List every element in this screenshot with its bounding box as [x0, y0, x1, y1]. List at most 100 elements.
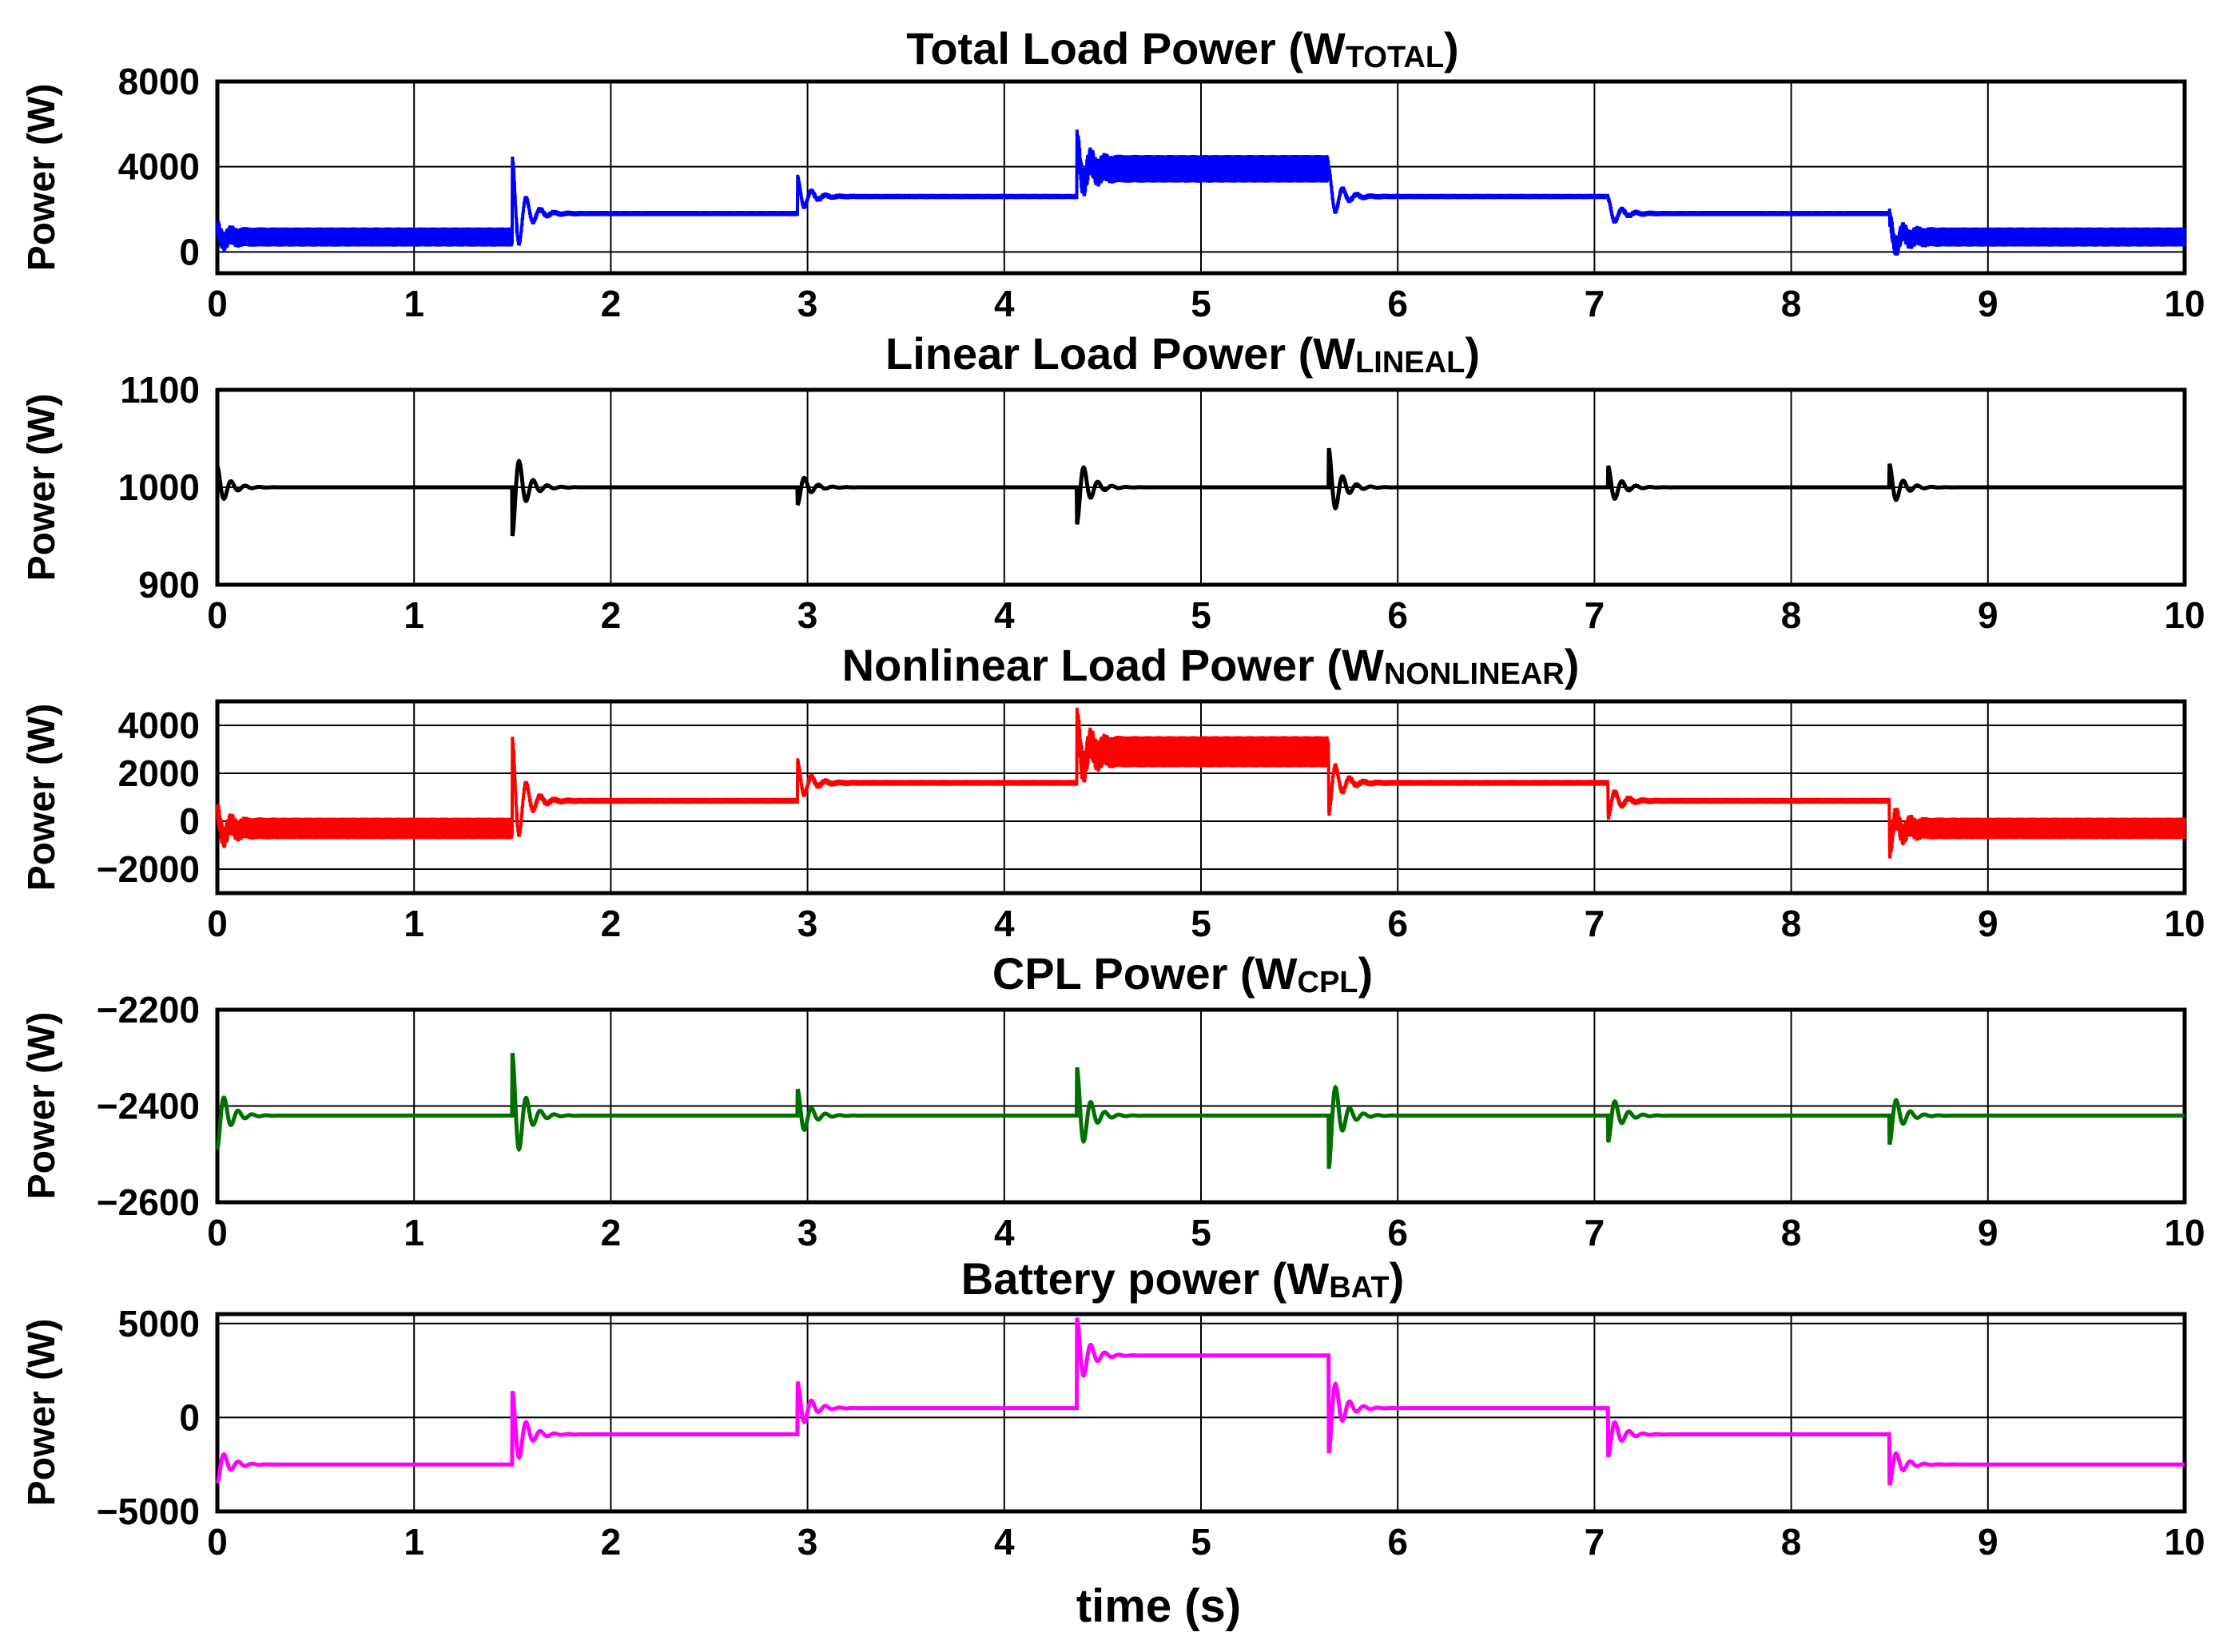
x-tick-label: 2	[601, 283, 622, 324]
x-tick-label: 6	[1387, 594, 1408, 636]
x-tick-label: 5	[1191, 903, 1211, 944]
x-tick-label: 6	[1387, 903, 1408, 944]
x-tick-label: 0	[207, 903, 228, 944]
y-tick-label: 900	[138, 564, 200, 606]
panel-total: 0 4000 8000 0 1 2 3 4 5 6 7 8 9 10 Total Load Power …	[21, 23, 2205, 324]
x-tick-label: 3	[797, 1212, 818, 1253]
y-tick-label: 0	[179, 1396, 200, 1438]
x-tick-label: 0	[207, 1521, 228, 1563]
x-tick-label: 1	[404, 283, 424, 324]
x-tick-label: 4	[994, 1212, 1015, 1253]
x-tick-labels: 0 1 2 3 4 5 6 7 8 9 10	[207, 903, 2205, 944]
y-tick-labels: 900 1000 1100	[118, 369, 200, 606]
x-tick-label: 4	[994, 1521, 1015, 1563]
x-tick-label: 9	[1978, 1212, 1998, 1253]
x-tick-label: 8	[1781, 594, 1802, 636]
x-tick-label: 4	[994, 903, 1015, 944]
x-tick-label: 3	[797, 283, 818, 324]
panel-linear: 900 1000 1100 0 1 2 3 4 5 6 7 8 9 10 Linear Load Pow…	[21, 328, 2205, 636]
x-tick-label: 9	[1978, 903, 1998, 944]
y-axis-label: Power (W)	[21, 84, 63, 272]
y-tick-label: −2600	[97, 1181, 200, 1223]
x-tick-label: 7	[1585, 1212, 1605, 1253]
y-tick-label: 4000	[118, 705, 200, 746]
grid	[217, 1010, 2185, 1202]
x-axis-label: time (s)	[1076, 1580, 1241, 1632]
x-tick-label: 10	[2164, 903, 2205, 944]
x-tick-label: 10	[2164, 1212, 2205, 1253]
panel-title: Linear Load Power (WLINEAL)	[885, 328, 1480, 379]
x-tick-label: 5	[1191, 1521, 1211, 1563]
y-tick-label: −2400	[97, 1086, 200, 1127]
panel-title: Battery power (WBAT)	[961, 1253, 1404, 1305]
x-tick-label: 6	[1387, 283, 1408, 324]
x-tick-labels: 0 1 2 3 4 5 6 7 8 9 10	[207, 283, 2205, 324]
x-tick-label: 10	[2164, 283, 2205, 324]
grid	[217, 701, 2185, 893]
x-tick-label: 2	[601, 1521, 622, 1563]
x-tick-label: 4	[994, 594, 1015, 636]
y-tick-label: 2000	[118, 753, 200, 794]
y-tick-label: 5000	[118, 1303, 200, 1344]
x-tick-label: 9	[1978, 283, 1998, 324]
x-tick-label: 8	[1781, 903, 1802, 944]
series-battery-power	[215, 1317, 2185, 1486]
y-tick-labels: −2600 −2400 −2200	[97, 989, 200, 1223]
y-tick-label: −2200	[97, 989, 200, 1031]
x-tick-label: 10	[2164, 1521, 2205, 1563]
y-axis-label: Power (W)	[21, 704, 63, 892]
x-tick-label: 1	[404, 903, 424, 944]
y-tick-labels: 0 4000 8000	[118, 61, 200, 272]
x-tick-labels: 0 1 2 3 4 5 6 7 8 9 10	[207, 1212, 2205, 1253]
x-tick-label: 3	[797, 1521, 818, 1563]
x-tick-label: 6	[1387, 1212, 1408, 1253]
x-tick-label: 6	[1387, 1521, 1408, 1563]
grid	[217, 81, 2185, 273]
x-tick-label: 1	[404, 1521, 424, 1563]
x-tick-label: 1	[404, 1212, 424, 1253]
y-axis-label: Power (W)	[21, 394, 63, 582]
series-total-load-power	[216, 129, 2186, 256]
y-tick-label: 1000	[118, 467, 200, 508]
x-tick-label: 5	[1191, 594, 1211, 636]
x-tick-label: 2	[601, 903, 622, 944]
y-axis-label: Power (W)	[21, 1012, 63, 1200]
x-tick-label: 5	[1191, 283, 1211, 324]
x-tick-label: 10	[2164, 594, 2205, 636]
y-tick-label: 0	[179, 800, 200, 842]
series-linear-load-power	[215, 447, 2185, 537]
panel-title: Total Load Power (WTOTAL)	[906, 23, 1458, 74]
x-tick-label: 7	[1585, 903, 1605, 944]
x-tick-label: 5	[1191, 1212, 1211, 1253]
y-tick-label: 0	[179, 231, 200, 272]
x-tick-label: 9	[1978, 1521, 1998, 1563]
x-tick-label: 1	[404, 594, 424, 636]
x-tick-label: 2	[601, 594, 622, 636]
x-tick-label: 0	[207, 1212, 228, 1253]
x-tick-label: 0	[207, 283, 228, 324]
x-tick-label: 8	[1781, 1212, 1802, 1253]
x-tick-labels: 0 1 2 3 4 5 6 7 8 9 10	[207, 594, 2205, 636]
y-tick-label: 8000	[118, 61, 200, 102]
x-tick-label: 2	[601, 1212, 622, 1253]
x-tick-labels: 0 1 2 3 4 5 6 7 8 9 10	[207, 1521, 2205, 1563]
y-tick-label: −5000	[97, 1491, 200, 1532]
x-tick-label: 7	[1585, 283, 1605, 324]
y-tick-labels: −2000 0 2000 4000	[97, 705, 200, 890]
y-tick-label: 4000	[118, 146, 200, 188]
y-axis-label: Power (W)	[21, 1319, 63, 1507]
y-tick-label: −2000	[97, 848, 200, 890]
x-tick-label: 4	[994, 283, 1015, 324]
x-tick-label: 3	[797, 594, 818, 636]
panel-cpl: −2600 −2400 −2200 0 1 2 3 4 5 6 7 8 9 10 CPL Power (…	[21, 948, 2205, 1253]
series-nonlinear-load-power	[216, 707, 2186, 859]
x-tick-label: 7	[1585, 594, 1605, 636]
x-tick-label: 3	[797, 903, 818, 944]
x-tick-label: 0	[207, 594, 228, 636]
x-tick-label: 8	[1781, 283, 1802, 324]
y-tick-label: 1100	[120, 369, 200, 411]
panel-title: CPL Power (WCPL)	[992, 948, 1373, 999]
